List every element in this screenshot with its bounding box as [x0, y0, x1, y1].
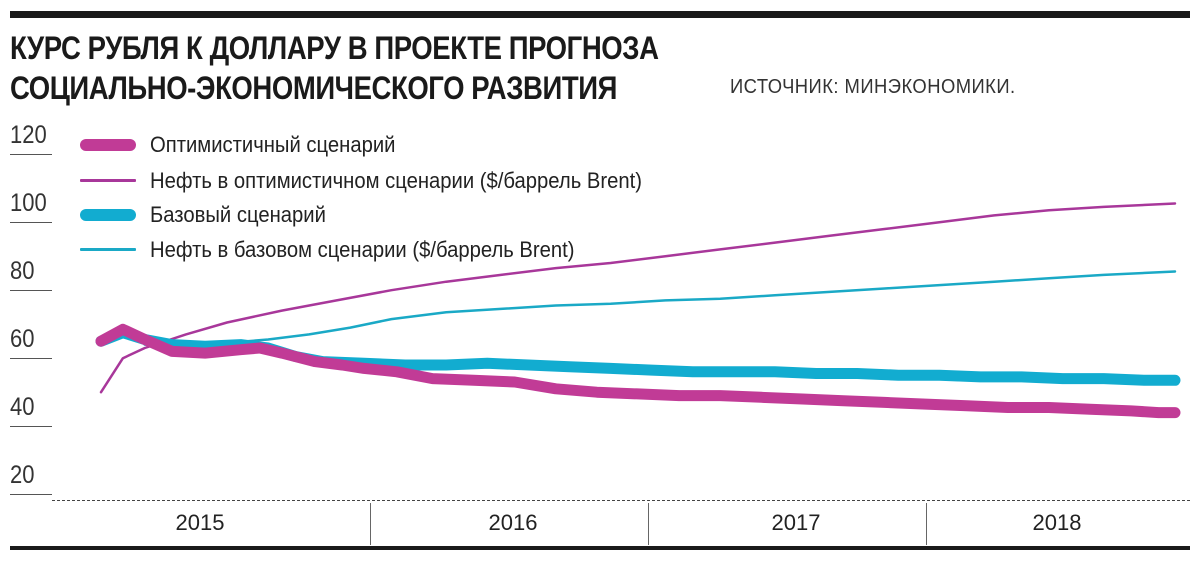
y-tick-mark	[10, 358, 52, 359]
y-tick-label: 120	[10, 121, 47, 149]
y-tick-mark	[10, 494, 52, 495]
top-rule	[10, 11, 1190, 18]
year-separator	[370, 503, 371, 545]
legend-label-oil-base: Нефть в базовом сценарии ($/баррель Bren…	[150, 237, 575, 262]
legend-label-oil-optimistic: Нефть в оптимистичном сценарии ($/баррел…	[150, 168, 642, 193]
chart-source: ИСТОЧНИК: МИНЭКОНОМИКИ.	[730, 76, 1016, 98]
chart-title: КУРС РУБЛЯ К ДОЛЛАРУ В ПРОЕКТЕ ПРОГНОЗА …	[10, 28, 664, 108]
legend-swatch-base	[80, 209, 136, 221]
legend-swatch-oil-base	[80, 248, 136, 251]
series-line-optimistic	[95, 323, 1181, 419]
chart-title-line-1: КУРС РУБЛЯ К ДОЛЛАРУ В ПРОЕКТЕ ПРОГНОЗА	[10, 30, 659, 66]
y-tick-mark	[10, 222, 52, 223]
x-tick-label-2018: 2018	[1032, 510, 1082, 535]
legend-swatch-oil-optimistic	[80, 179, 136, 182]
y-tick-mark	[10, 426, 52, 427]
y-tick-label: 40	[10, 393, 35, 421]
y-tick-label: 80	[10, 257, 35, 285]
x-tick-label-2016: 2016	[488, 510, 538, 535]
y-tick-label: 60	[10, 325, 35, 353]
legend-swatch-optimistic	[80, 139, 136, 151]
x-axis-line	[52, 500, 1190, 501]
series-line-oil-optimistic	[99, 202, 1177, 394]
year-separator	[926, 503, 927, 545]
bottom-rule	[10, 546, 1190, 550]
y-tick-mark	[10, 290, 52, 291]
chart-title-line-2: СОЦИАЛЬНО-ЭКОНОМИЧЕСКОГО РАЗВИТИЯ	[10, 70, 617, 106]
legend-label-optimistic: Оптимистичный сценарий	[150, 132, 396, 157]
y-tick-mark	[10, 154, 52, 155]
y-tick-label: 100	[10, 189, 47, 217]
y-tick-label: 20	[10, 461, 35, 489]
x-tick-label-2015: 2015	[175, 510, 225, 535]
year-separator	[648, 503, 649, 545]
x-tick-label-2017: 2017	[771, 510, 821, 535]
series-line-oil-base	[143, 270, 1177, 346]
legend-label-base: Базовый сценарий	[150, 202, 326, 227]
